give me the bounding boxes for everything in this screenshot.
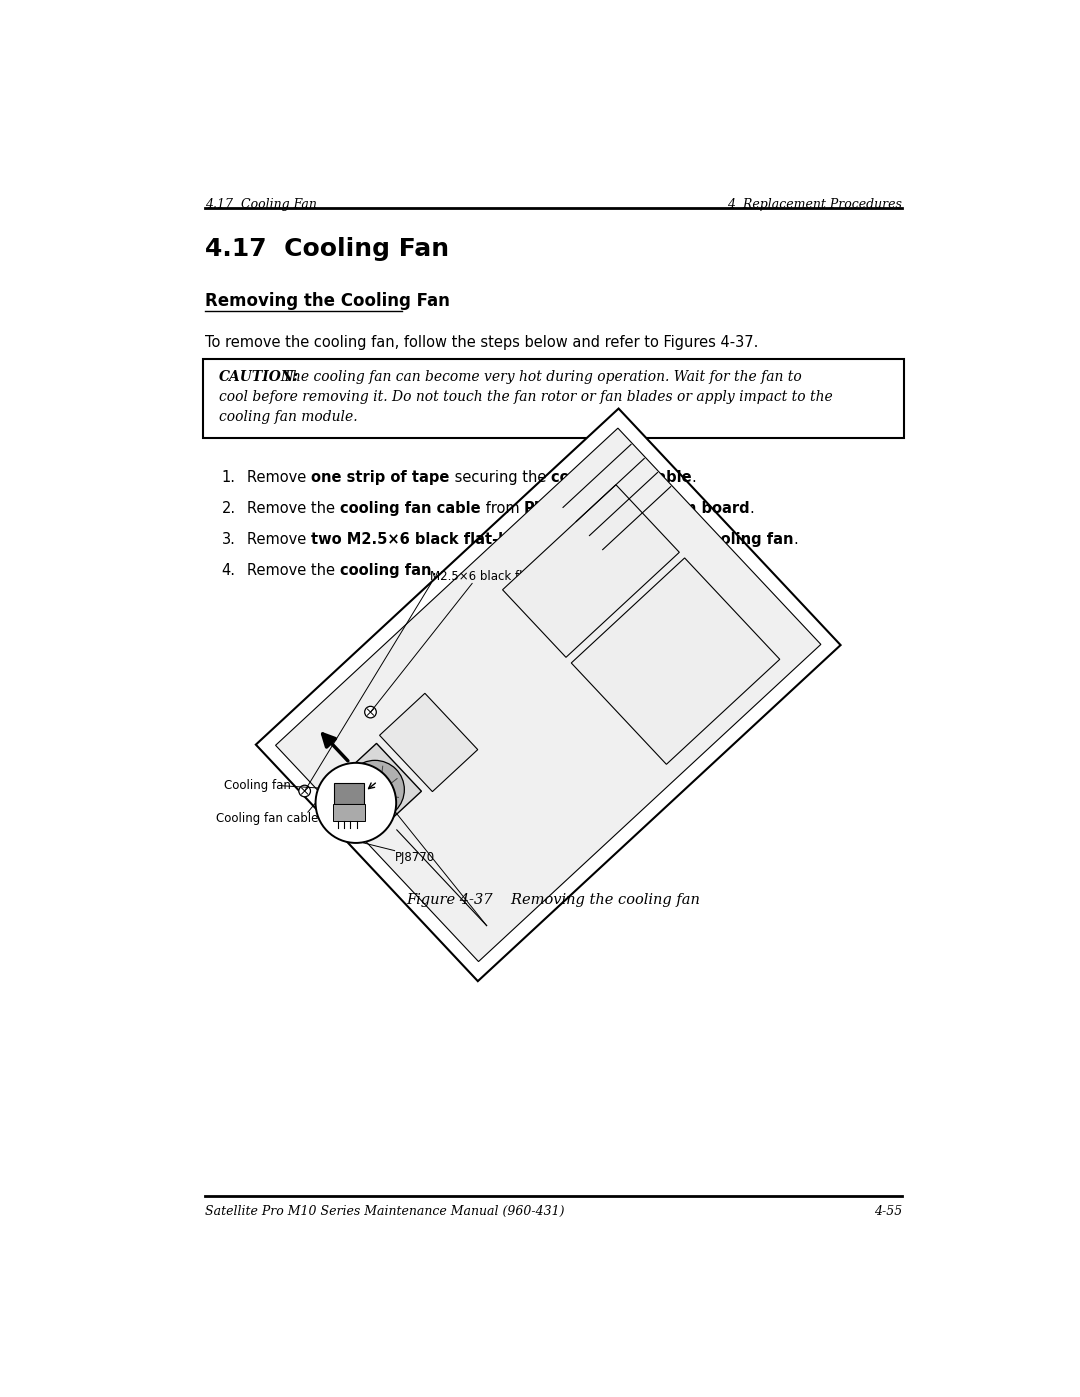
Text: .: . <box>432 563 436 577</box>
Text: cooling fan cable: cooling fan cable <box>340 502 481 515</box>
Text: two M2.5×6 black flat-head screws: two M2.5×6 black flat-head screws <box>311 532 602 546</box>
Text: PJ8770: PJ8770 <box>394 851 435 863</box>
Text: cooling fan cable: cooling fan cable <box>551 471 691 485</box>
Text: cool before removing it. Do not touch the fan rotor or fan blades or apply impac: cool before removing it. Do not touch th… <box>218 390 833 404</box>
Circle shape <box>365 707 376 718</box>
Text: 4.17  Cooling Fan: 4.17 Cooling Fan <box>205 198 316 211</box>
FancyBboxPatch shape <box>203 359 904 437</box>
Text: 1.: 1. <box>221 471 235 485</box>
Text: 3.: 3. <box>221 532 235 546</box>
Text: cooling fan module.: cooling fan module. <box>218 411 357 425</box>
Text: To remove the cooling fan, follow the steps below and refer to Figures 4-37.: To remove the cooling fan, follow the st… <box>205 335 758 349</box>
Text: 4  Replacement Procedures: 4 Replacement Procedures <box>727 198 902 211</box>
Polygon shape <box>256 408 840 981</box>
Polygon shape <box>328 743 421 835</box>
Text: from: from <box>481 502 524 515</box>
Polygon shape <box>379 693 477 792</box>
Text: Remove: Remove <box>247 532 311 546</box>
Text: on the: on the <box>581 502 637 515</box>
Text: .: . <box>691 471 696 485</box>
Circle shape <box>315 763 396 842</box>
Circle shape <box>299 785 310 796</box>
Bar <box>334 782 364 805</box>
Text: Cooling fan: Cooling fan <box>225 780 291 792</box>
Text: 2.: 2. <box>221 502 235 515</box>
Text: Remove the: Remove the <box>247 502 340 515</box>
Text: one strip of tape: one strip of tape <box>311 471 449 485</box>
Text: securing the: securing the <box>449 471 551 485</box>
Text: Remove: Remove <box>247 471 311 485</box>
Text: Removing the Cooling Fan: Removing the Cooling Fan <box>205 292 449 310</box>
Text: 4-55: 4-55 <box>874 1204 902 1218</box>
Text: Satellite Pro M10 Series Maintenance Manual (960-431): Satellite Pro M10 Series Maintenance Man… <box>205 1204 564 1218</box>
Text: cooling fan: cooling fan <box>340 563 432 577</box>
Text: Figure 4-37    Removing the cooling fan: Figure 4-37 Removing the cooling fan <box>406 893 701 907</box>
Text: Remove the: Remove the <box>247 563 340 577</box>
Text: .: . <box>750 502 755 515</box>
Circle shape <box>367 782 382 798</box>
Polygon shape <box>275 427 821 961</box>
Text: PJ8770: PJ8770 <box>524 502 581 515</box>
Polygon shape <box>571 557 780 764</box>
Text: system board: system board <box>637 502 750 515</box>
Bar <box>333 805 365 821</box>
Text: 4.17  Cooling Fan: 4.17 Cooling Fan <box>205 237 449 261</box>
Polygon shape <box>502 485 679 658</box>
Text: .: . <box>794 532 798 546</box>
Text: 4.: 4. <box>221 563 235 577</box>
Circle shape <box>346 760 404 819</box>
Text: cooling fan: cooling fan <box>702 532 794 546</box>
Text: The cooling fan can become very hot during operation. Wait for the fan to: The cooling fan can become very hot duri… <box>274 370 802 384</box>
Text: securing the: securing the <box>602 532 702 546</box>
Text: CAUTION:: CAUTION: <box>218 370 299 384</box>
Text: M2.5×6 black flat-head screws: M2.5×6 black flat-head screws <box>430 570 612 584</box>
Text: Cooling fan cable: Cooling fan cable <box>216 812 319 826</box>
